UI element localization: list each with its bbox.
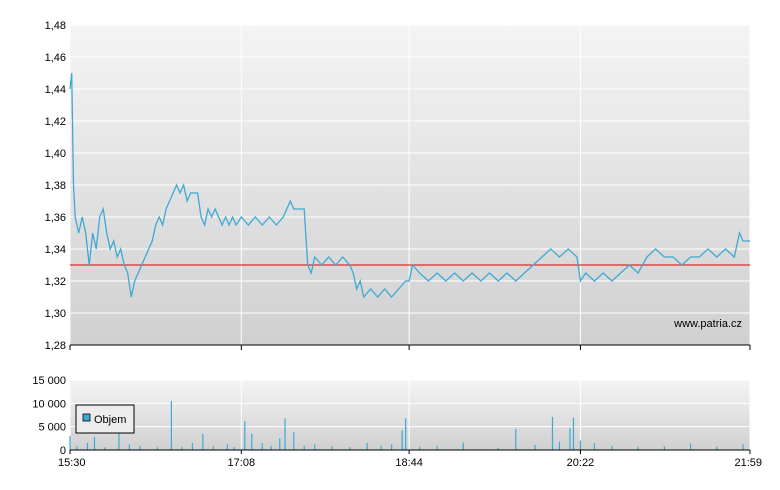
volume-y-tick-label: 15 000	[32, 375, 66, 387]
volume-bar	[349, 447, 351, 450]
volume-bar	[93, 436, 96, 450]
volume-bar	[86, 443, 89, 450]
volume-bar	[534, 444, 536, 450]
volume-bar	[593, 443, 596, 450]
volume-bar	[212, 446, 214, 450]
volume-bar	[558, 441, 561, 450]
price-grid	[69, 24, 751, 346]
volume-bar	[366, 443, 368, 450]
volume-legend: Objem	[75, 404, 135, 434]
volume-bar	[689, 443, 692, 450]
watermark: www.patria.cz	[673, 318, 742, 330]
volume-bar	[436, 445, 438, 450]
volume-plot-background	[70, 380, 750, 450]
price-y-tick-label: 1,40	[45, 148, 66, 160]
volume-x-tick-label: 18:44	[395, 457, 423, 469]
volume-bars	[69, 401, 744, 450]
volume-bar	[279, 438, 281, 450]
volume-bar	[637, 446, 639, 450]
volume-bar	[663, 446, 665, 450]
volume-bar	[462, 442, 464, 450]
volume-bar	[251, 433, 253, 450]
volume-bar	[569, 428, 571, 450]
price-y-tick-label: 1,44	[45, 84, 66, 96]
volume-x-tick-label: 17:08	[228, 457, 256, 469]
legend-label: Objem	[94, 414, 126, 426]
volume-bar	[579, 440, 582, 450]
volume-bar	[497, 447, 499, 450]
volume-bar	[380, 445, 382, 450]
legend-swatch-icon	[82, 413, 91, 422]
volume-bar	[391, 444, 393, 450]
volume-x-tick-label: 21:59	[734, 457, 762, 469]
volume-panel: 0 5 000 10 000 15 000 15:30 17:08 18:44 20:22 2…	[32, 375, 762, 469]
volume-bar	[118, 430, 120, 450]
price-y-tick-label: 1,48	[45, 20, 66, 32]
volume-bar	[156, 447, 159, 450]
volume-bar	[293, 432, 295, 450]
price-y-tick-label: 1,36	[45, 212, 66, 224]
volume-bar	[572, 417, 575, 450]
volume-bar	[401, 430, 403, 450]
price-y-tick-label: 1,30	[45, 308, 66, 320]
volume-bar	[551, 416, 554, 450]
volume-bar	[191, 443, 193, 450]
price-line	[69, 72, 750, 299]
price-y-tick-label: 1,32	[45, 276, 66, 288]
volume-bar	[76, 446, 78, 450]
volume-bar	[270, 445, 272, 450]
volume-bar	[261, 443, 263, 450]
volume-bar	[104, 447, 106, 450]
volume-bar	[284, 418, 286, 450]
volume-bar	[170, 401, 172, 450]
volume-bar	[405, 418, 407, 450]
volume-bar	[181, 446, 183, 450]
price-panel: 1,28 1,30 1,32 1,34 1,36 1,38 1,40 1,42 1,44 1,46…	[45, 20, 751, 352]
volume-bar	[226, 444, 228, 450]
volume-y-tick-label: 10 000	[32, 398, 66, 410]
volume-bar	[419, 446, 421, 450]
volume-bar	[69, 436, 71, 450]
volume-bar	[139, 445, 141, 450]
volume-x-tick-label: 20:22	[567, 457, 595, 469]
volume-x-tick-labels: 15:30 17:08 18:44 20:22 21:59	[58, 450, 762, 469]
volume-bar	[611, 445, 613, 450]
price-y-tick-label: 1,28	[45, 340, 66, 352]
price-y-tick-label: 1,42	[45, 116, 66, 128]
volume-bar	[515, 429, 517, 450]
volume-bar	[716, 446, 718, 450]
volume-bar	[233, 447, 235, 450]
volume-bar	[128, 444, 131, 450]
volume-bar	[202, 433, 204, 450]
price-y-tick-label: 1,38	[45, 180, 66, 192]
volume-bar	[303, 445, 305, 450]
volume-bar	[314, 444, 316, 450]
volume-y-tick-labels: 0 5 000 10 000 15 000	[32, 375, 66, 457]
volume-bar	[331, 446, 333, 450]
volume-bar	[742, 443, 744, 450]
price-y-tick-label: 1,34	[45, 244, 66, 256]
volume-y-tick-label: 5 000	[38, 422, 66, 434]
volume-x-tick-label: 15:30	[58, 457, 86, 469]
volume-y-tick-label: 0	[60, 445, 66, 457]
price-y-tick-label: 1,46	[45, 52, 66, 64]
volume-bar	[244, 421, 246, 450]
price-x-ticks	[69, 345, 751, 350]
price-y-tick-labels: 1,28 1,30 1,32 1,34 1,36 1,38 1,40 1,42 1,44 1,46…	[45, 20, 66, 352]
